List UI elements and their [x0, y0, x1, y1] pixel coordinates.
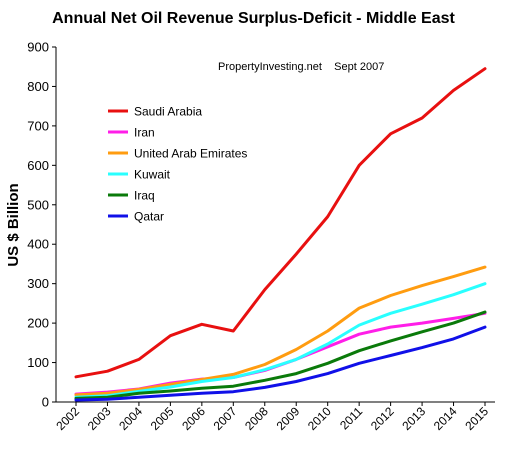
source-annotation: PropertyInvesting.net Sept 2007	[218, 61, 384, 73]
x-tick-label: 2004	[116, 404, 145, 433]
y-tick-label: 700	[27, 118, 49, 133]
x-tick-label: 2011	[337, 404, 365, 432]
x-tick-label: 2013	[399, 404, 428, 433]
x-tick-label: 2006	[179, 404, 208, 433]
legend-label: United Arab Emirates	[134, 147, 247, 161]
y-axis: 0 100 200 300 400 500 600 700 800 900	[27, 40, 57, 410]
y-tick-label: 400	[27, 237, 49, 252]
y-tick-label: 200	[27, 316, 49, 331]
y-tick-label: 800	[27, 79, 49, 94]
x-tick-label: 2012	[368, 404, 397, 433]
series-line-iraq	[74, 310, 487, 400]
x-tick-label: 2003	[85, 404, 114, 433]
x-tick-label: 2005	[148, 404, 177, 433]
series-line-united-arab-emirates	[74, 265, 487, 397]
series-line-kuwait	[74, 282, 487, 399]
x-tick-label: 2015	[462, 404, 491, 433]
x-tick-label: 2002	[53, 404, 82, 433]
x-tick-label: 2008	[242, 404, 271, 433]
x-tick-label: 2007	[211, 404, 240, 433]
series-line-iran	[74, 311, 487, 396]
y-tick-label: 300	[27, 276, 49, 291]
chart-title: Annual Net Oil Revenue Surplus-Deficit -…	[52, 10, 455, 27]
y-tick-label: 900	[27, 40, 49, 55]
x-tick-label: 2014	[431, 404, 460, 433]
legend-label: Iran	[134, 126, 155, 140]
y-tick-label: 500	[27, 197, 49, 212]
y-tick-label: 600	[27, 158, 49, 173]
legend-label: Saudi Arabia	[134, 105, 202, 119]
series-lines	[74, 67, 487, 402]
y-axis-label: US $ Billion	[5, 183, 22, 266]
legend-label: Kuwait	[134, 168, 171, 182]
series-line-saudi-arabia	[74, 67, 487, 379]
legend: Saudi Arabia Iran United Arab Emirates Kuwa…	[108, 105, 247, 224]
y-tick-label: 0	[42, 395, 49, 410]
series-line-qatar	[74, 325, 487, 402]
legend-label: Iraq	[134, 189, 155, 203]
x-tick-label: 2009	[274, 404, 303, 433]
y-tick-label: 100	[27, 355, 49, 370]
legend-label: Qatar	[134, 210, 164, 224]
x-axis: 2002 2003 2004 2005 2006 2007 2008 2009 2010 2011…	[53, 401, 495, 433]
x-tick-label: 2010	[305, 404, 334, 433]
